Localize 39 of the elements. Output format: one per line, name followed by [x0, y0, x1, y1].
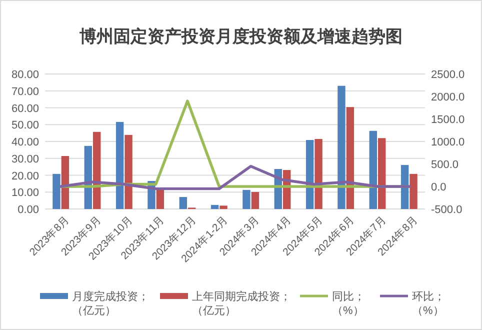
bar [242, 190, 250, 209]
bar [124, 134, 132, 209]
bar [410, 174, 418, 209]
line-series [59, 164, 411, 190]
y-tick-label: 30.00 [11, 153, 39, 166]
y-tick-label: 40.00 [11, 136, 39, 148]
legend-label: 同比；（%） [332, 290, 365, 317]
y2-tick-label: 1500.0 [431, 114, 465, 126]
y-tick-label: 20.00 [11, 170, 39, 182]
chart-title: 博州固定资产投资月度投资额及增速趋势图 [78, 27, 402, 47]
y-tick-label: 50.00 [11, 120, 39, 132]
bar [179, 197, 187, 209]
bar [52, 174, 60, 209]
bar [400, 164, 409, 209]
bar [251, 192, 260, 209]
y-tick-label: 70.00 [11, 86, 39, 98]
y2-tick-label: 500.0 [431, 159, 459, 171]
bar [369, 130, 377, 209]
bar [93, 132, 101, 209]
y-tick-label: 10.00 [11, 187, 39, 200]
y-tick-label: 60.00 [11, 102, 39, 115]
legend-label: 环比；（%） [412, 290, 445, 317]
y2-tick-label: 2000.0 [431, 92, 465, 104]
y-tick-label: 80.00 [11, 69, 39, 81]
bar [346, 107, 354, 209]
y2-tick-label: 1000.0 [431, 136, 465, 148]
bar [210, 204, 219, 209]
y2-tick-label: -500.0 [431, 204, 462, 216]
legend-label: 上年同期完成投资；（亿元） [192, 290, 291, 317]
bar [314, 138, 322, 209]
bar [338, 86, 346, 209]
y2-tick-label: 0.0 [431, 182, 446, 194]
legend-label: 月度完成投资；（亿元） [72, 290, 149, 317]
bar [61, 156, 70, 209]
bar [378, 138, 386, 209]
y-tick-label: 0.00 [18, 204, 39, 216]
y2-tick-label: 2500.0 [431, 69, 465, 81]
bar [116, 122, 124, 209]
bar [220, 206, 228, 209]
